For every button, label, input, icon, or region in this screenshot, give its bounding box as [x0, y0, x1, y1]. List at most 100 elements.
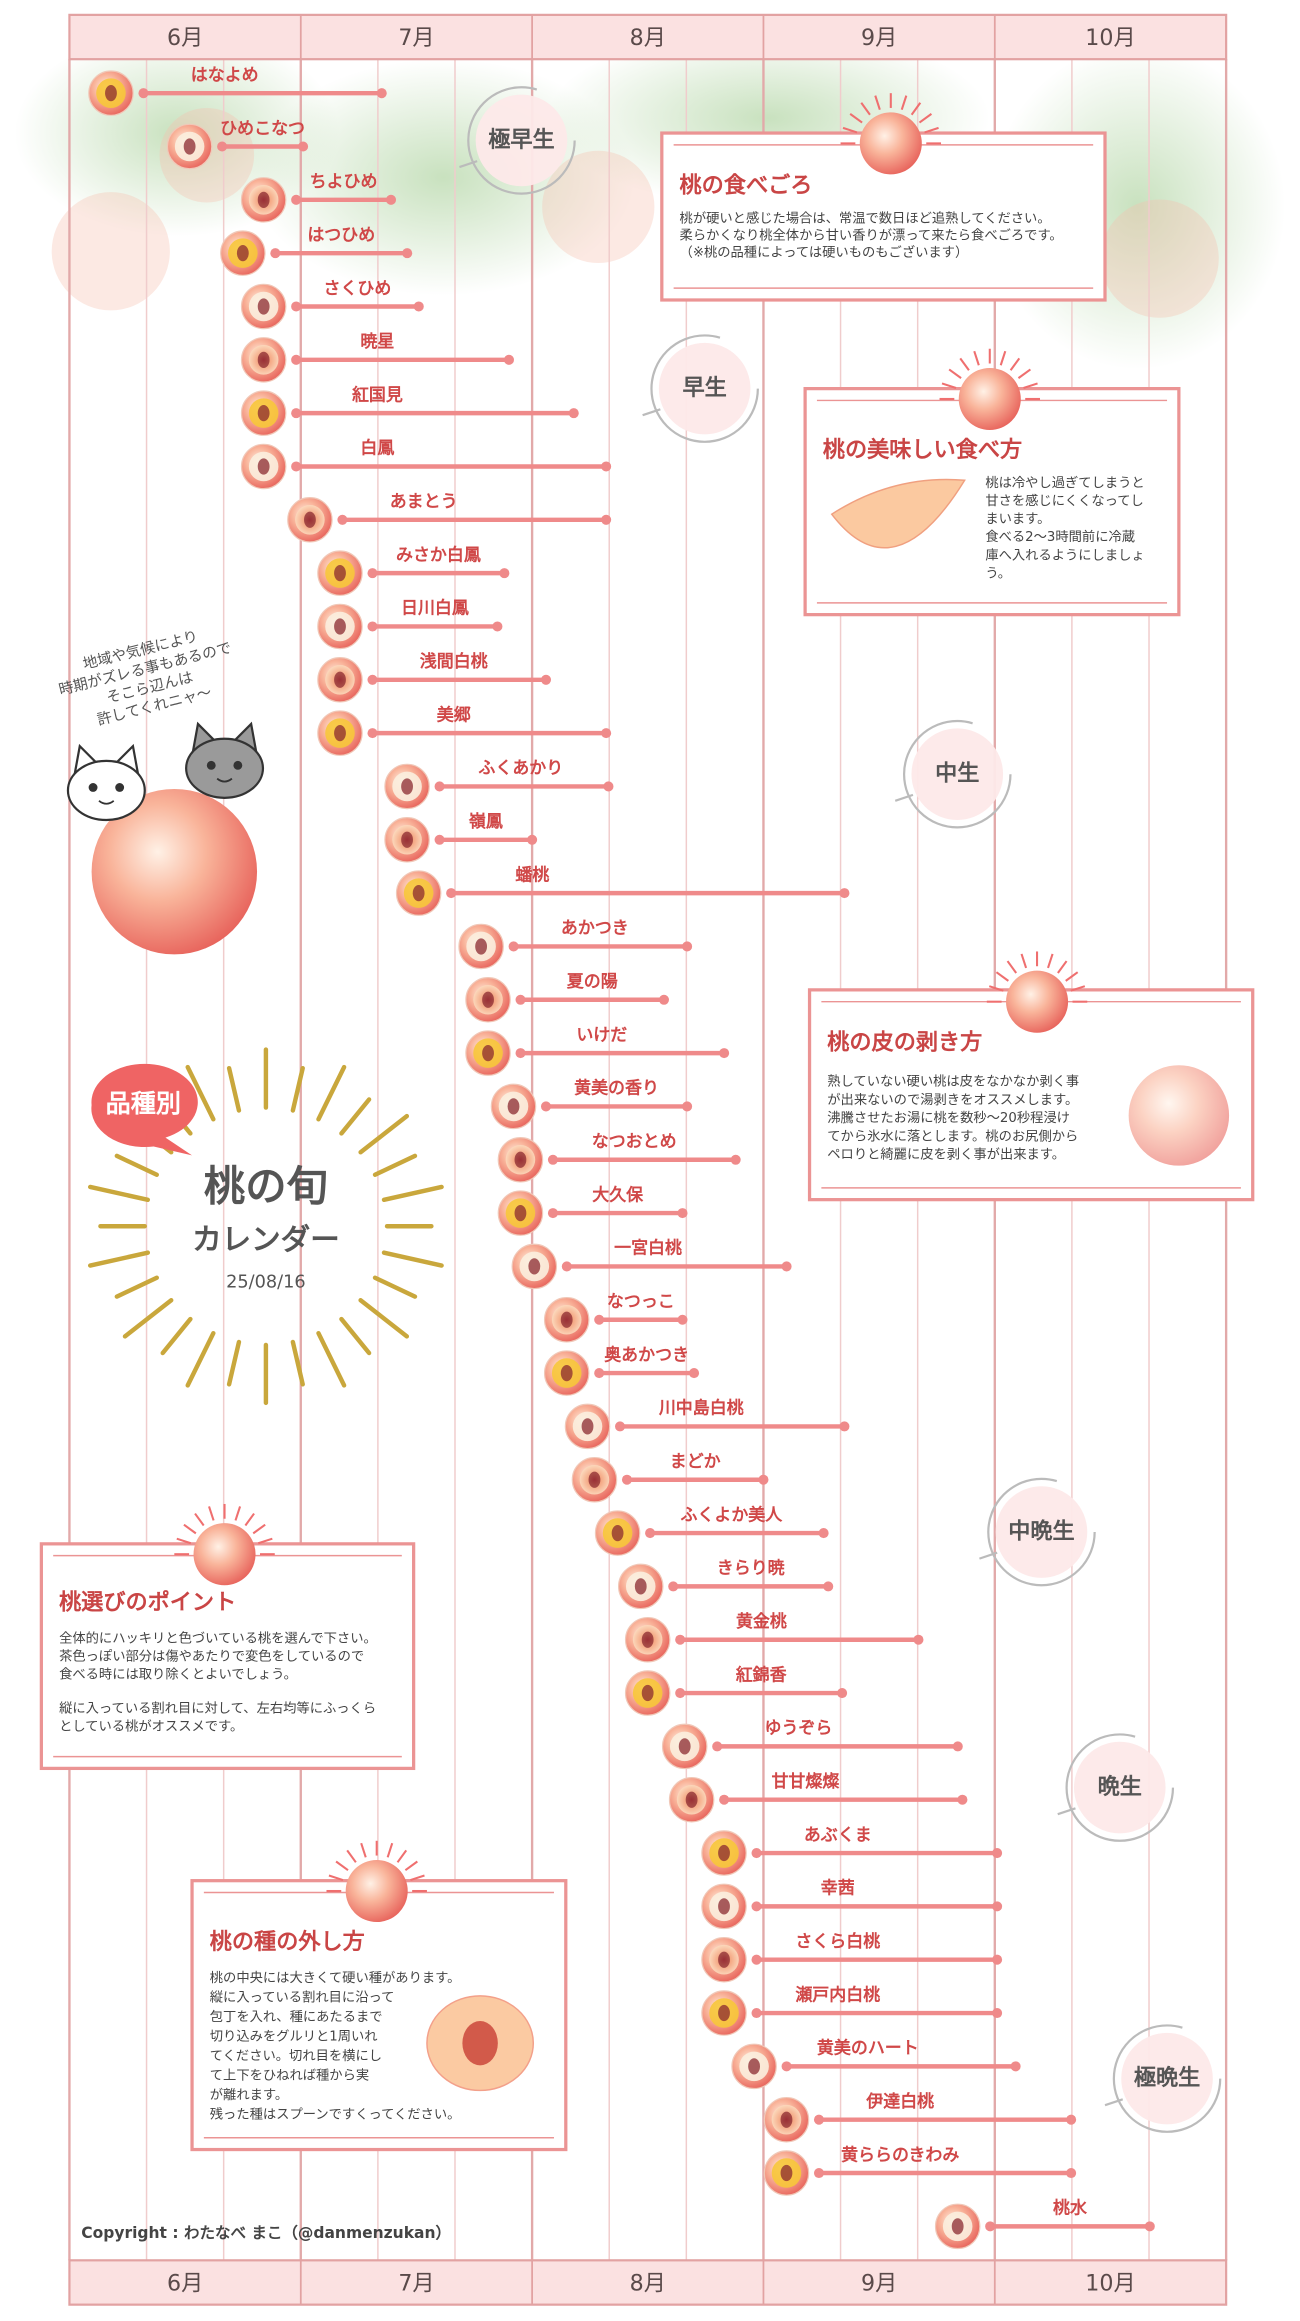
fruit-seed	[334, 725, 346, 742]
variety-row: ちよひめ	[240, 172, 397, 223]
sun-ray	[404, 1860, 418, 1872]
box-peach	[1006, 970, 1069, 1033]
peach-whole	[1128, 1065, 1230, 1166]
variety-label: 蟠桃	[515, 864, 549, 885]
box-text: まいます。	[985, 511, 1050, 527]
cat-eye	[88, 783, 98, 792]
sun-ray	[114, 1153, 159, 1177]
sun-ray	[396, 1849, 408, 1863]
box-text: 縦に入っている割れ目に対して、左右均等にふっくら	[59, 1700, 376, 1717]
end-dot	[385, 194, 397, 205]
sun-ray	[316, 1064, 347, 1122]
x-tick-label: 10月	[1085, 2270, 1135, 2296]
stage-tail	[979, 1551, 998, 1560]
fruit-seed	[482, 991, 494, 1008]
fruit-seed	[560, 1364, 573, 1382]
box-text: 茶色っぽい部分は傷やあたりで変色をしているので	[59, 1648, 364, 1664]
variety-label: あかつき	[561, 919, 629, 939]
x-tick-label: 7月	[398, 2270, 434, 2296]
fruit-seed	[236, 245, 249, 262]
fruit-seed	[334, 565, 346, 582]
fruit-seed	[581, 1418, 594, 1435]
variety-row: まどか	[571, 1452, 769, 1503]
variety-label: あまとう	[390, 492, 458, 512]
x-tick-label: 9月	[861, 25, 897, 51]
variety-label: 夏の陽	[567, 972, 618, 992]
box-text: 庫へ入れるようにしましょ	[985, 547, 1144, 563]
start-dot	[291, 194, 302, 205]
stage-label: 極晩生	[1134, 2065, 1200, 2091]
box-text: 縦に入っている割れ目に沿って	[210, 1990, 395, 2006]
bg-peach	[542, 150, 655, 264]
variety-row: 白鳳	[240, 438, 612, 490]
box-title: 桃の美味しい食べ方	[823, 437, 1022, 463]
box-title: 桃の種の外し方	[210, 1929, 365, 1955]
sun-ray	[122, 1298, 174, 1339]
sun-ray	[372, 1153, 418, 1177]
stage-label: 早生	[683, 375, 727, 401]
variety-row: みさか白鳳	[317, 544, 510, 596]
sun-ray	[234, 1506, 242, 1521]
sun-ray	[995, 971, 1009, 982]
fruit-seed	[634, 1578, 647, 1595]
box-text: 切り込みをグルリと1周いれ	[210, 2029, 378, 2045]
sun-ray	[1023, 382, 1038, 389]
variety-label: 暁星	[360, 331, 394, 352]
sun-ray	[185, 1064, 216, 1122]
variety-label: みさか白鳳	[396, 544, 481, 565]
sun-ray	[381, 1184, 444, 1203]
fruit-seed	[257, 351, 270, 368]
end-dot	[992, 1954, 1003, 1965]
sun-ray	[226, 1065, 242, 1113]
end-dot	[719, 1048, 730, 1059]
end-dot	[839, 1421, 850, 1432]
sun-ray	[1009, 357, 1021, 371]
stage-tail	[642, 408, 661, 417]
variety-row: きらり暁	[617, 1558, 834, 1610]
sun-ray	[918, 113, 933, 124]
info-box: 桃の美味しい食べ方桃は冷やし過ぎてしまうと甘さを感じにくくなってしまいます。食べ…	[803, 348, 1181, 617]
variety-row: あかつき	[458, 919, 693, 970]
end-dot	[1010, 2061, 1021, 2072]
sun-ray	[1047, 953, 1054, 969]
variety-row: さくら白桃	[701, 1931, 1003, 1983]
sun-ray	[226, 1339, 242, 1387]
start-dot	[547, 1208, 558, 1219]
fruit-seed	[514, 1204, 527, 1222]
variety-row: 瀬戸内白桃	[701, 1984, 1003, 2036]
box-text: が離れます。	[210, 2087, 288, 2103]
variety-row: 紅錦香	[624, 1664, 848, 1716]
x-tick-label: 9月	[861, 2270, 897, 2296]
start-dot	[668, 1581, 679, 1592]
variety-label: 甘甘燦燦	[771, 1771, 839, 1792]
fruit-seed	[718, 1898, 730, 1915]
end-dot	[952, 1741, 963, 1752]
variety-row: ひめこなつ	[166, 119, 309, 170]
end-dot	[298, 141, 309, 152]
start-dot	[270, 248, 281, 259]
variety-label: はなよめ	[191, 65, 259, 85]
sun-ray	[252, 1523, 266, 1535]
sun-ray	[183, 1523, 197, 1535]
variety-label: ふくよか美人	[680, 1504, 783, 1525]
start-dot	[291, 354, 302, 365]
variety-row: あまとう	[287, 492, 612, 543]
box-text: 沸騰させたお湯に桃を数秒〜20秒程浸け	[827, 1109, 1070, 1126]
variety-label: さくひめ	[324, 279, 392, 299]
variety-label: 桃水	[1053, 2198, 1088, 2219]
box-text: てください。切れ目を横にし	[210, 2048, 382, 2064]
variety-label: きらり暁	[717, 1558, 785, 1579]
start-dot	[540, 1101, 552, 1112]
end-dot	[839, 888, 850, 899]
variety-row: 日川白鳳	[317, 598, 503, 650]
variety-row: 浅間白桃	[317, 651, 552, 703]
variety-row: 暁星	[240, 331, 515, 383]
box-text: 食べる2〜3時間前に冷蔵	[985, 528, 1135, 545]
start-dot	[434, 781, 445, 792]
end-dot	[413, 301, 424, 312]
sun-ray	[290, 1065, 305, 1113]
variety-label: 嶺鳳	[468, 811, 503, 832]
variety-row: 幸茜	[701, 1878, 1003, 1930]
end-dot	[682, 1101, 693, 1112]
